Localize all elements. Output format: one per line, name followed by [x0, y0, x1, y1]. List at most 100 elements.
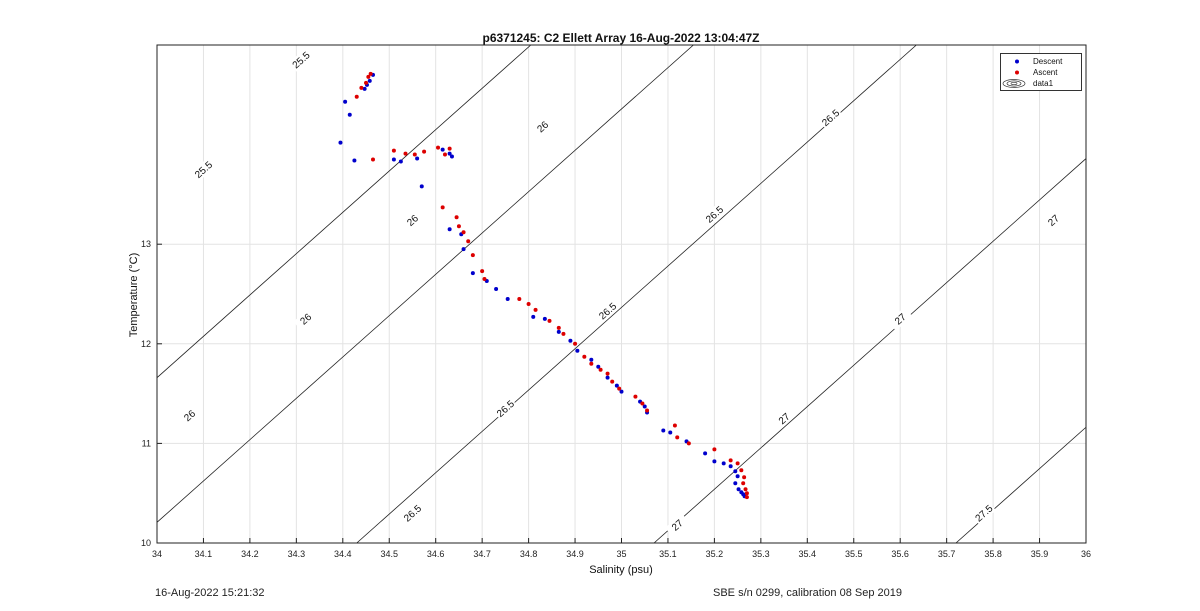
- x-tick-label: 34: [152, 549, 162, 559]
- ascent-point: [640, 401, 645, 406]
- y-axis-label: Temperature (°C): [128, 253, 140, 337]
- descent-point: [338, 140, 343, 145]
- contour-label-bg: [665, 513, 690, 537]
- ascent-point: [470, 253, 475, 258]
- ascent-point: [743, 487, 748, 492]
- descent-point: [531, 314, 536, 319]
- density-contour-line: [157, 45, 532, 379]
- x-tick-label: 34.3: [288, 549, 306, 559]
- descent-point: [505, 296, 510, 301]
- contour-label-bg: [400, 501, 425, 525]
- descent-point: [703, 451, 708, 456]
- descent-point: [619, 389, 624, 394]
- descent-point: [568, 338, 573, 343]
- contour-label-bg: [887, 307, 913, 331]
- descent-point: [415, 156, 420, 161]
- descent-point: [605, 375, 610, 380]
- ascent-point: [442, 152, 447, 157]
- ascent-point: [556, 325, 561, 330]
- ascent-point: [605, 371, 610, 376]
- descent-point: [733, 481, 738, 486]
- descent-point: [419, 184, 424, 189]
- ascent-point: [617, 386, 622, 391]
- descent-point: [494, 287, 499, 292]
- y-tick-label: 10: [141, 538, 151, 548]
- density-contour-line: [653, 158, 1086, 543]
- descent-point: [347, 112, 352, 117]
- ascent-point: [742, 475, 747, 480]
- ascent-point: [354, 94, 359, 99]
- ascent-point: [728, 458, 733, 463]
- chart-title: p6371245: C2 Ellett Array 16-Aug-2022 13…: [482, 31, 759, 45]
- legend-item-ascent: Ascent: [1001, 67, 1057, 78]
- ascent-point: [364, 80, 369, 85]
- ascent-point: [391, 148, 396, 153]
- ascent-point: [403, 151, 408, 156]
- contour-label-bg: [771, 406, 797, 431]
- x-tick-label: 36: [1081, 549, 1091, 559]
- legend-item-data1: data1: [1001, 78, 1053, 89]
- density-contour-line: [356, 45, 917, 543]
- density-contours: 25.525.52626262626.526.526.526.526.52727…: [157, 45, 1086, 543]
- ascent-point: [368, 71, 373, 76]
- x-tick-label: 35: [616, 549, 626, 559]
- ascent-point: [744, 495, 749, 500]
- contour-marker-icon: [1001, 78, 1027, 89]
- ascent-point: [456, 224, 461, 229]
- descent-point: [575, 348, 580, 353]
- descent-point: [668, 430, 673, 435]
- data-points: [338, 71, 749, 500]
- x-tick-label: 35.7: [938, 549, 956, 559]
- y-tick-label: 11: [142, 438, 151, 448]
- contour-label-bg: [177, 403, 202, 428]
- ascent-point: [359, 85, 364, 90]
- x-tick-label: 35.5: [845, 549, 863, 559]
- ascent-point: [547, 318, 552, 323]
- ascent-point: [712, 447, 717, 452]
- x-tick-label: 34.9: [566, 549, 584, 559]
- contour-label: 26.5: [402, 503, 424, 524]
- ascent-point: [436, 145, 441, 150]
- x-tick-label: 34.5: [380, 549, 398, 559]
- x-axis-label: Salinity (psu): [589, 564, 653, 576]
- x-tick-label: 34.1: [195, 549, 213, 559]
- ascent-point: [480, 269, 485, 274]
- ascent-point: [633, 394, 638, 399]
- x-tick-label: 35.9: [1031, 549, 1049, 559]
- contour-label-bg: [530, 114, 555, 139]
- contour-label-bg: [288, 48, 314, 72]
- ascent-point: [645, 408, 650, 413]
- ascent-point: [466, 239, 471, 244]
- legend-label-ascent: Ascent: [1033, 68, 1058, 77]
- descent-point: [343, 99, 348, 104]
- descent-point: [398, 159, 403, 164]
- ascent-point: [482, 277, 487, 282]
- x-tick-label: 34.8: [520, 549, 538, 559]
- ascent-point: [440, 205, 445, 210]
- ascent-marker-icon: [1001, 67, 1027, 78]
- descent-point: [661, 428, 666, 433]
- contour-label: 26.5: [820, 108, 842, 129]
- ascent-point: [454, 215, 459, 220]
- x-tick-label: 35.1: [659, 549, 677, 559]
- descent-point: [733, 469, 738, 474]
- ascent-point: [526, 301, 531, 306]
- x-tick-label: 34.2: [241, 549, 259, 559]
- contour-label: 27.5: [974, 503, 996, 524]
- contour-label-bg: [493, 396, 518, 421]
- descent-point: [712, 459, 717, 464]
- contour-label: 26.5: [704, 204, 726, 225]
- ascent-point: [675, 435, 680, 440]
- ascent-point: [589, 361, 594, 366]
- contour-label-bg: [293, 307, 318, 331]
- descent-point: [642, 404, 647, 409]
- descent-point: [461, 247, 466, 252]
- ascent-point: [370, 157, 375, 162]
- descent-point: [352, 158, 357, 163]
- ascent-point: [686, 441, 691, 446]
- ascent-point: [672, 423, 677, 428]
- ascent-point: [582, 354, 587, 359]
- x-tick-label: 35.8: [984, 549, 1002, 559]
- x-tick-label: 35.6: [891, 549, 909, 559]
